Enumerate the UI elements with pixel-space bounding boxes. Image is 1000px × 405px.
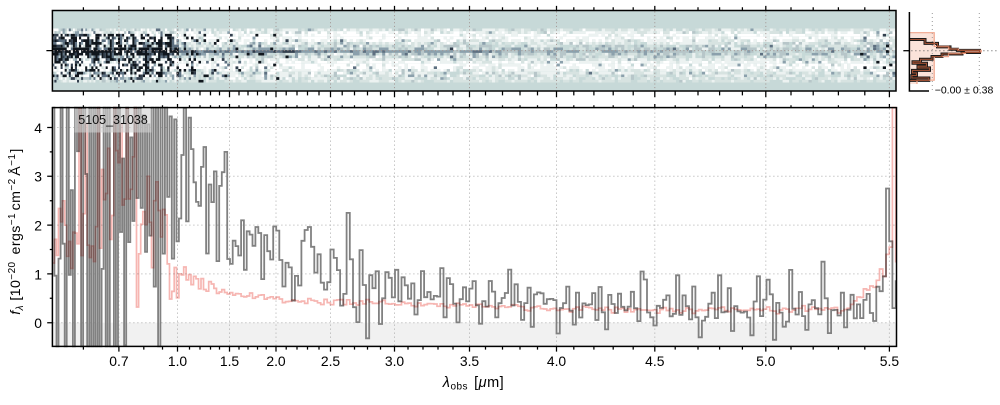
svg-text:−0.00 ± 0.38: −0.00 ± 0.38 <box>935 85 994 97</box>
svg-text:1: 1 <box>34 266 42 282</box>
svg-text:3.5: 3.5 <box>460 353 480 369</box>
svg-text:5105_31038: 5105_31038 <box>78 113 148 127</box>
svg-text:fλ [10−20 ergs−1cm−2Å−1]: fλ [10−20 ergs−1cm−2Å−1] <box>7 148 26 315</box>
svg-text:0: 0 <box>34 315 42 331</box>
svg-text:2.0: 2.0 <box>266 353 286 369</box>
svg-text:1.5: 1.5 <box>220 353 240 369</box>
svg-text:λobs [μm]: λobs [μm] <box>442 375 504 393</box>
svg-text:5.5: 5.5 <box>880 353 900 369</box>
svg-text:4.5: 4.5 <box>645 353 665 369</box>
svg-text:3.0: 3.0 <box>385 353 405 369</box>
svg-text:3: 3 <box>34 169 42 185</box>
svg-text:2.5: 2.5 <box>321 353 341 369</box>
svg-text:1.0: 1.0 <box>168 353 188 369</box>
svg-text:4.0: 4.0 <box>547 353 567 369</box>
svg-text:5.0: 5.0 <box>756 353 776 369</box>
svg-text:2: 2 <box>34 218 42 234</box>
svg-text:0.7: 0.7 <box>109 353 129 369</box>
svg-text:4: 4 <box>34 120 42 136</box>
